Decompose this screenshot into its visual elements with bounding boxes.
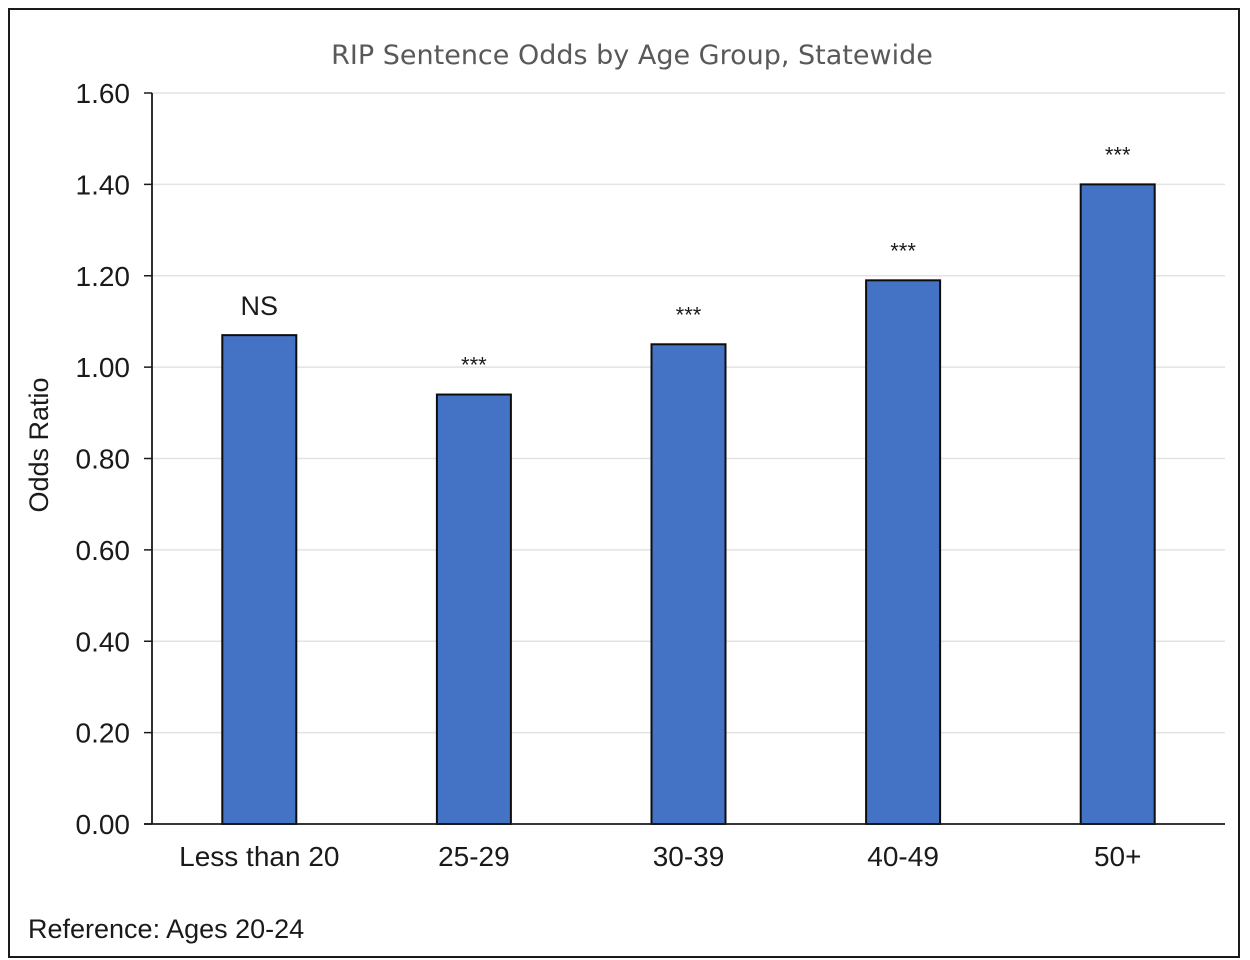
- bar-3: [650, 343, 727, 825]
- bar-annotation: ***: [1105, 142, 1131, 167]
- x-tick-labels: Less than 20 25-29 30-39 40-49 50+: [179, 841, 1141, 872]
- bar-annotation: ***: [676, 302, 702, 327]
- y-tick-label: 1.00: [76, 352, 131, 383]
- y-tick-label: 0.00: [76, 809, 131, 840]
- x-tick-label: 40-49: [867, 841, 939, 872]
- y-tick-label: 1.40: [76, 169, 131, 200]
- bars: [221, 183, 1156, 826]
- bar-4: [865, 279, 942, 826]
- axes: [144, 92, 1225, 825]
- bar-annotation: ***: [461, 353, 487, 378]
- bar-annotation: NS: [241, 291, 279, 321]
- chart-frame: [8, 8, 1240, 958]
- bar-2: [435, 393, 512, 825]
- y-tick-label: 0.20: [76, 718, 131, 749]
- bar-1: [221, 334, 298, 825]
- y-axis-label: Odds Ratio: [24, 377, 54, 512]
- y-tick-label: 0.40: [76, 626, 131, 657]
- y-tick-label: 0.80: [76, 444, 131, 475]
- x-tick-label: Less than 20: [179, 841, 339, 872]
- x-tick-label: 30-39: [653, 841, 725, 872]
- y-tick-label: 0.60: [76, 535, 131, 566]
- x-tick-label: 50+: [1094, 841, 1142, 872]
- bar-annotation: ***: [890, 238, 916, 263]
- y-tick-labels: 0.00 0.20 0.40 0.60 0.80 1.00 1.20 1.40 1.60: [76, 78, 131, 840]
- bar-annotations: NS *** *** *** ***: [241, 142, 1131, 377]
- chart-title: RIP Sentence Odds by Age Group, Statewid…: [331, 40, 933, 71]
- bar-5: [1079, 183, 1156, 825]
- x-tick-label: 25-29: [438, 841, 510, 872]
- y-tick-label: 1.60: [76, 78, 131, 109]
- y-tick-label: 1.20: [76, 261, 131, 292]
- reference-note: Reference: Ages 20-24: [28, 914, 304, 944]
